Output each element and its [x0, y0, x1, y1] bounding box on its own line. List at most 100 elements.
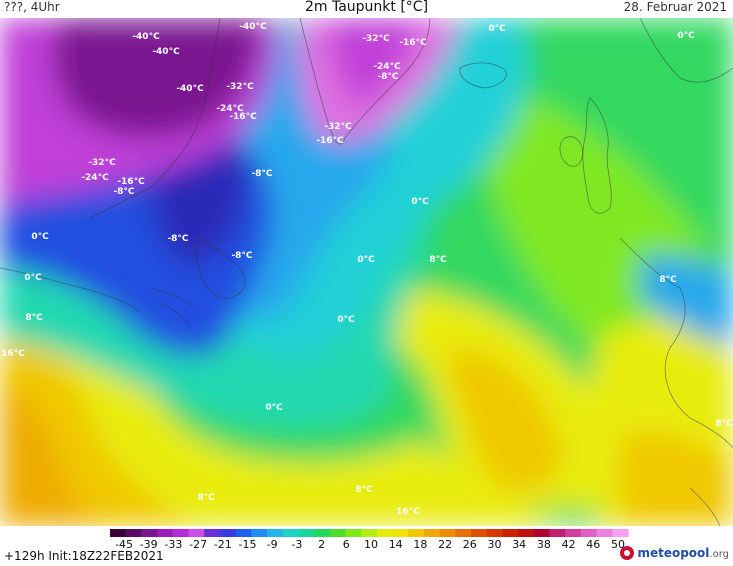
legend-swatch — [141, 529, 158, 537]
legend-swatch — [329, 529, 347, 537]
contour-label: 0°C — [337, 315, 355, 325]
legend-swatch — [518, 529, 535, 537]
logo-text: meteopool.org — [637, 546, 729, 560]
contour-label: 0°C — [411, 197, 429, 207]
contour-label: 0°C — [488, 24, 506, 34]
legend-swatch — [282, 529, 299, 537]
contour-label: 0°C — [24, 273, 42, 283]
contour-label: 16°C — [1, 349, 25, 359]
legend-swatch — [439, 529, 456, 537]
legend-tick-label: 26 — [463, 538, 477, 548]
contour-label: 8°C — [197, 493, 215, 503]
legend-swatches — [110, 529, 629, 537]
contour-label: 8°C — [25, 313, 43, 323]
contour-label: 8°C — [715, 419, 733, 429]
contour-label: -24°C — [81, 173, 109, 183]
legend-tick-label: 14 — [389, 538, 403, 548]
contour-label: -8°C — [251, 169, 272, 179]
contour-label: -40°C — [176, 84, 204, 94]
contour-label: -32°C — [362, 34, 390, 44]
contour-label: -8°C — [167, 234, 188, 244]
contour-label: -32°C — [88, 158, 116, 168]
legend-tick-label: 18 — [413, 538, 427, 548]
contour-label: -40°C — [152, 47, 180, 57]
legend-tick-label: 46 — [586, 538, 600, 548]
dewpoint-field — [0, 18, 733, 526]
legend-ticks: -45 -39 -33 -27 -21 -15 -9 -3 2 6 10 14 18 22 26 30 34 38… — [115, 538, 625, 548]
legend-swatch — [376, 529, 394, 537]
contour-label: -24°C — [373, 62, 401, 72]
legend-tick-label: 34 — [512, 538, 526, 548]
run-info: +129h Init:18Z22FEB2021 — [4, 549, 164, 563]
contour-label: 8°C — [429, 255, 447, 265]
map-title: 2m Taupunkt [°C] — [304, 0, 429, 15]
legend-swatch — [423, 529, 441, 537]
legend-swatch — [612, 529, 629, 537]
legend-swatch — [392, 529, 409, 537]
coastlines — [0, 18, 733, 526]
meteopool-logo[interactable]: meteopool.org — [620, 546, 729, 560]
legend-swatch — [219, 529, 237, 537]
legend-swatch — [486, 529, 504, 537]
contour-label: 8°C — [355, 485, 373, 495]
coastline-greenland — [299, 18, 431, 145]
field-deepmagenta-canada — [53, 18, 260, 139]
coastline-labrador — [89, 18, 221, 219]
contour-label: -32°C — [226, 82, 254, 92]
contour-label: -40°C — [132, 32, 160, 42]
legend-tick-label: 22 — [438, 538, 452, 548]
coastline-newfoundland — [196, 237, 246, 299]
legend-tick-label: 2 — [318, 538, 325, 548]
legend-swatch — [455, 529, 472, 537]
legend-swatch — [314, 529, 331, 537]
legend-swatch — [110, 529, 127, 537]
legend-swatch — [549, 529, 566, 537]
legend-tick-label: 42 — [562, 538, 576, 548]
map-canvas: -40°C-40°C-40°C-40°C -32°C-24°C-16°C-32°C… — [0, 18, 733, 526]
contour-label: 0°C — [357, 255, 375, 265]
contour-label: -24°C — [216, 104, 244, 114]
contour-label: -40°C — [239, 22, 267, 32]
legend-swatch — [157, 529, 174, 537]
contour-label: 0°C — [31, 232, 49, 242]
forecast-date: 28. Februar 2021 — [623, 0, 727, 14]
legend-swatch — [580, 529, 598, 537]
contour-label: -8°C — [113, 187, 134, 197]
field-orange-southwest — [0, 388, 100, 526]
field-magenta-greenland — [330, 18, 420, 108]
coastline-us-coast — [0, 267, 141, 314]
legend-tick-label: 6 — [343, 538, 350, 548]
header: ???, 4Uhr 2m Taupunkt [°C] 28. Februar 2… — [0, 0, 733, 18]
contour-label: -8°C — [231, 251, 252, 261]
legend-swatch — [204, 529, 221, 537]
field-gold-center — [450, 348, 562, 491]
legend-tick-label: -27 — [189, 538, 207, 548]
contour-label: 0°C — [265, 403, 283, 413]
color-legend: -45 -39 -33 -27 -21 -15 -9 -3 2 6 10 14 18 22 26 30 34 38… — [110, 529, 629, 548]
legend-swatch — [361, 529, 378, 537]
contour-label: 8°C — [659, 275, 677, 285]
legend-swatch — [125, 529, 142, 537]
coastline-africa — [689, 487, 721, 526]
dewpoint-map: -40°C -40°C -40°C -40°C -32°C -24°C -16°C -32°C… — [0, 18, 733, 526]
isotherm-labels: -40°C-40°C-40°C-40°C -32°C-24°C-16°C-32°C… — [1, 22, 733, 517]
coastline-iceland — [459, 62, 507, 89]
contour-label: -16°C — [316, 136, 344, 146]
legend-swatch — [471, 529, 488, 537]
legend-tick-label: -15 — [239, 538, 257, 548]
contour-label: -16°C — [229, 112, 257, 122]
legend-tick-label: 30 — [488, 538, 502, 548]
contour-label: 0°C — [677, 31, 695, 41]
legend-swatch — [565, 529, 582, 537]
legend-swatch — [188, 529, 205, 537]
coastline-britain — [582, 97, 612, 214]
legend-swatch — [235, 529, 252, 537]
legend-tick-label: -21 — [214, 538, 232, 548]
logo-icon — [620, 546, 635, 560]
legend-swatch — [251, 529, 268, 537]
legend-swatch — [266, 529, 284, 537]
legend-tick-label: -39 — [140, 538, 158, 548]
legend-swatch — [298, 529, 315, 537]
legend-tick-label: -3 — [291, 538, 302, 548]
legend-swatch — [345, 529, 362, 537]
